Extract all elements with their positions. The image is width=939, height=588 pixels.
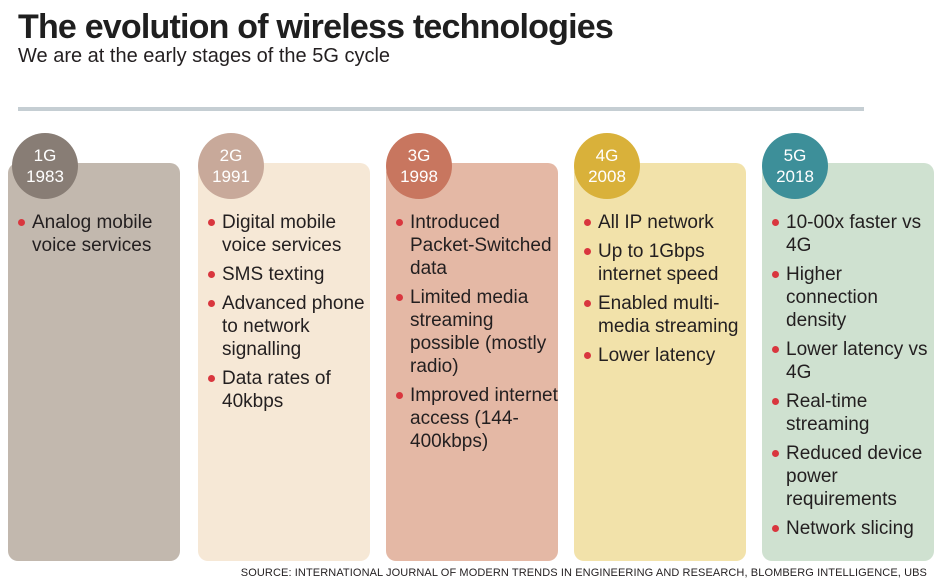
- feature-list: Digital mobile voice services SMS texting…: [206, 211, 372, 419]
- feature-text: Introduced Packet-Switched data: [410, 212, 552, 279]
- feature-text: Lower latency: [598, 345, 716, 366]
- generation-label: 2G: [219, 146, 243, 165]
- feature-item: Digital mobile voice services: [206, 211, 372, 257]
- bullet-icon: [584, 248, 591, 255]
- generation-1g: 1G 1983 Analog mobile voice services: [8, 133, 180, 561]
- feature-item: Lower latency vs 4G: [770, 338, 936, 384]
- bullet-icon: [584, 219, 591, 226]
- feature-item: Up to 1Gbps internet speed: [582, 240, 748, 286]
- generation-label: 1G: [33, 146, 57, 165]
- generation-year: 1998: [400, 167, 438, 186]
- feature-text: Reduced device power requirements: [786, 443, 923, 510]
- bullet-icon: [584, 300, 591, 307]
- bullet-icon: [396, 219, 403, 226]
- feature-text: Improved internet access (144-400kbps): [410, 385, 558, 452]
- feature-item: Data rates of 40kbps: [206, 367, 372, 413]
- feature-item: Introduced Packet-Switched data: [394, 211, 560, 280]
- feature-text: Up to 1Gbps internet speed: [598, 241, 719, 285]
- feature-item: SMS texting: [206, 263, 372, 286]
- feature-item: Reduced device power requirements: [770, 442, 936, 511]
- feature-item: Analog mobile voice services: [16, 211, 182, 257]
- page-subtitle: We are at the early stages of the 5G cyc…: [18, 45, 391, 67]
- feature-item: Network slicing: [770, 517, 936, 540]
- generation-label: 4G: [595, 146, 619, 165]
- generation-panel: [386, 163, 558, 561]
- feature-item: Advanced phone to network signalling: [206, 292, 372, 361]
- feature-text: Limited media streaming possible (mostly…: [410, 287, 547, 377]
- feature-text: Higher connection density: [786, 264, 878, 331]
- feature-list: Introduced Packet-Switched data Limited m…: [394, 211, 560, 459]
- generation-badge: 2G 1991: [198, 133, 264, 199]
- generation-4g: 4G 2008 All IP network Up to 1Gbps intern…: [574, 133, 746, 561]
- feature-item: Higher connection density: [770, 263, 936, 332]
- feature-text: Lower latency vs 4G: [786, 339, 928, 383]
- feature-text: Data rates of 40kbps: [222, 368, 331, 412]
- bullet-icon: [584, 352, 591, 359]
- generation-panel: [198, 163, 370, 561]
- generation-label: 5G: [783, 146, 807, 165]
- feature-text: Real-time streaming: [786, 391, 870, 435]
- generation-year: 1983: [26, 167, 64, 186]
- bullet-icon: [208, 300, 215, 307]
- feature-text: SMS texting: [222, 264, 325, 285]
- generation-year: 2008: [588, 167, 626, 186]
- feature-list: 10-00x faster vs 4G Higher connection den…: [770, 211, 936, 546]
- feature-text: Network slicing: [786, 518, 914, 539]
- feature-item: Limited media streaming possible (mostly…: [394, 286, 560, 378]
- bullet-icon: [396, 392, 403, 399]
- feature-text: 10-00x faster vs 4G: [786, 212, 922, 256]
- bullet-icon: [18, 219, 25, 226]
- bullet-icon: [396, 294, 403, 301]
- generation-panel: [8, 163, 180, 561]
- feature-list: Analog mobile voice services: [16, 211, 182, 263]
- feature-item: Enabled multi-media streaming: [582, 292, 748, 338]
- feature-text: All IP network: [598, 212, 714, 233]
- bullet-icon: [772, 346, 779, 353]
- feature-item: All IP network: [582, 211, 748, 234]
- feature-item: 10-00x faster vs 4G: [770, 211, 936, 257]
- generation-label: 3G: [407, 146, 431, 165]
- bullet-icon: [772, 525, 779, 532]
- generation-2g: 2G 1991 Digital mobile voice services SMS…: [198, 133, 370, 561]
- bullet-icon: [208, 219, 215, 226]
- generation-year: 2018: [776, 167, 814, 186]
- feature-item: Lower latency: [582, 344, 748, 367]
- generation-badge: 1G 1983: [12, 133, 78, 199]
- feature-list: All IP network Up to 1Gbps internet speed…: [582, 211, 748, 373]
- generation-panel: [574, 163, 746, 561]
- generation-badge: 5G 2018: [762, 133, 828, 199]
- feature-text: Digital mobile voice services: [222, 212, 342, 256]
- bullet-icon: [208, 375, 215, 382]
- generation-5g: 5G 2018 10-00x faster vs 4G Higher connec…: [762, 133, 934, 561]
- feature-text: Enabled multi-media streaming: [598, 293, 739, 337]
- bullet-icon: [772, 219, 779, 226]
- divider: [18, 107, 864, 111]
- generation-badge: 3G 1998: [386, 133, 452, 199]
- bullet-icon: [208, 271, 215, 278]
- generation-panel: [762, 163, 934, 561]
- bullet-icon: [772, 450, 779, 457]
- generation-year: 1991: [212, 167, 250, 186]
- feature-item: Improved internet access (144-400kbps): [394, 384, 560, 453]
- generation-3g: 3G 1998 Introduced Packet-Switched data L…: [386, 133, 558, 561]
- feature-item: Real-time streaming: [770, 390, 936, 436]
- bullet-icon: [772, 398, 779, 405]
- source-note: SOURCE: INTERNATIONAL JOURNAL OF MODERN …: [240, 567, 927, 579]
- feature-text: Advanced phone to network signalling: [222, 293, 365, 360]
- page-title: The evolution of wireless technologies: [18, 8, 614, 46]
- bullet-icon: [772, 271, 779, 278]
- generation-badge: 4G 2008: [574, 133, 640, 199]
- feature-text: Analog mobile voice services: [32, 212, 153, 256]
